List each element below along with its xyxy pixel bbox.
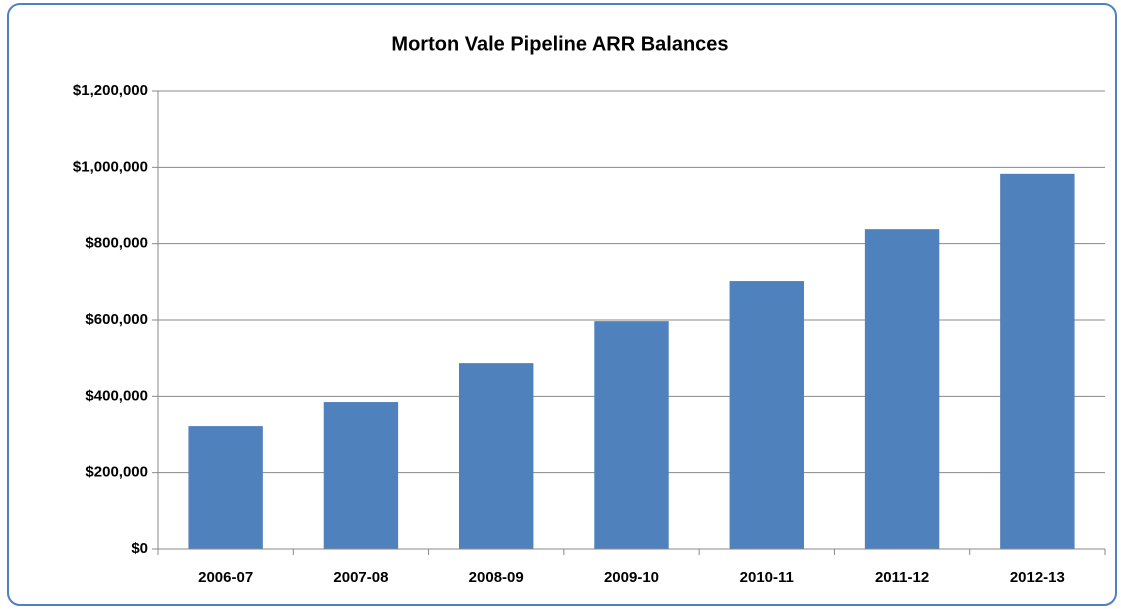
bar <box>864 229 940 549</box>
bar <box>188 426 263 549</box>
y-tick-label: $1,000,000 <box>73 158 148 175</box>
x-tick-label: 2012-13 <box>1010 569 1065 586</box>
y-tick-label: $400,000 <box>85 387 148 404</box>
bar <box>594 321 669 549</box>
x-tick-label: 2010-11 <box>740 569 794 586</box>
bar <box>1000 173 1075 550</box>
x-tick-label: 2009-10 <box>604 569 659 586</box>
x-tick-label: 2011-12 <box>875 569 929 586</box>
x-tick-label: 2006-07 <box>198 569 253 586</box>
bar <box>323 402 399 549</box>
bar <box>729 281 804 549</box>
y-tick-label: $1,200,000 <box>73 82 148 99</box>
y-tick-label: $600,000 <box>85 311 148 328</box>
y-tick-label: $800,000 <box>85 235 148 252</box>
x-tick-label: 2007-08 <box>333 569 388 586</box>
x-tick-label: 2008-09 <box>469 569 524 586</box>
bar <box>459 363 534 549</box>
chart-border <box>7 3 1117 606</box>
chart-title: Morton Vale Pipeline ARR Balances <box>391 33 728 55</box>
y-tick-label: $200,000 <box>85 464 148 481</box>
y-tick-label: $0 <box>131 540 148 557</box>
